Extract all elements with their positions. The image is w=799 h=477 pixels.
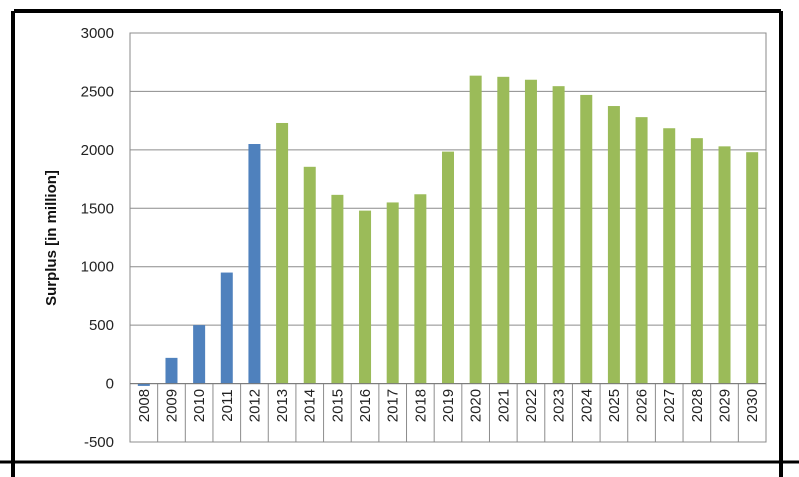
x-tick-label: 2008 [136, 389, 153, 422]
y-tick-label: 2000 [81, 142, 114, 159]
bar-2026 [635, 117, 648, 384]
bar-2008 [137, 383, 150, 386]
bar-2017 [386, 202, 399, 384]
y-tick-label: -500 [84, 434, 114, 451]
bar-2027 [663, 128, 676, 384]
bar-2022 [524, 79, 537, 384]
x-tick-label: 2019 [440, 389, 457, 422]
y-axis-label: Surplus [in million] [43, 170, 60, 306]
y-tick-label: 2500 [81, 83, 114, 100]
x-tick-label: 2010 [191, 389, 208, 422]
bar-2023 [552, 86, 565, 384]
bar-2021 [497, 76, 510, 384]
x-tick-label: 2017 [385, 389, 402, 422]
bar-2010 [193, 325, 206, 384]
bar-2030 [746, 152, 759, 384]
y-tick-label: 1500 [81, 200, 114, 217]
y-tick-label: 0 [106, 376, 114, 393]
x-tick-label: 2013 [274, 389, 291, 422]
y-tick-label: 3000 [81, 25, 114, 42]
bar-2013 [276, 122, 289, 384]
bar-2029 [718, 146, 731, 384]
bar-2009 [165, 357, 178, 384]
bar-2025 [607, 106, 620, 384]
x-tick-label: 2021 [495, 389, 512, 422]
bar-2014 [303, 166, 316, 384]
x-tick-label: 2011 [219, 389, 236, 421]
bar-2019 [442, 151, 454, 384]
bar-2020 [469, 75, 482, 384]
x-tick-label: 2029 [717, 389, 734, 422]
x-tick-label: 2023 [551, 389, 568, 422]
x-tick-label: 2030 [744, 389, 761, 422]
y-tick-label: 1000 [81, 259, 114, 276]
x-tick-label: 2012 [246, 389, 263, 422]
x-tick-label: 2015 [329, 389, 346, 422]
y-tick-label: 500 [89, 317, 114, 334]
bar-2028 [690, 138, 703, 384]
bar-2018 [414, 194, 427, 384]
x-tick-label: 2025 [606, 389, 623, 422]
x-tick-label: 2028 [689, 389, 706, 422]
bar-2011 [220, 272, 233, 384]
x-tick-label: 2027 [661, 389, 678, 422]
bar-2016 [359, 210, 372, 384]
bar-2024 [580, 94, 593, 384]
x-tick-label: 2016 [357, 389, 374, 422]
bar-2012 [248, 144, 261, 384]
x-tick-label: 2026 [634, 389, 651, 422]
x-tick-label: 2009 [163, 389, 180, 422]
x-tick-label: 2018 [412, 389, 429, 422]
x-tick-label: 2024 [578, 389, 595, 422]
bar-2015 [331, 194, 344, 384]
x-tick-label: 2014 [302, 389, 319, 422]
x-tick-label: 2020 [468, 389, 485, 422]
x-tick-label: 2022 [523, 389, 540, 422]
